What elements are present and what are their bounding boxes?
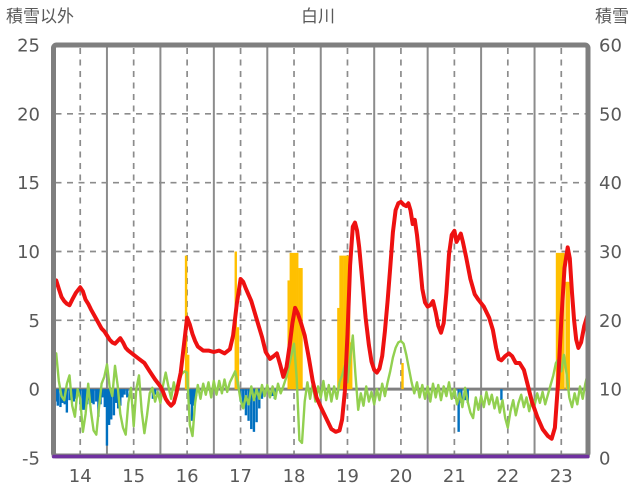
negative-bar [90, 389, 93, 403]
x-tick-label: 20 [389, 466, 412, 487]
y-left-tick-label: 25 [17, 36, 40, 57]
precipitation-bar [287, 280, 290, 390]
negative-bar [114, 389, 118, 403]
negative-bar [260, 389, 264, 399]
negative-bar [92, 389, 95, 405]
x-axis-labels: 14 15 16 17 18 19 20 21 22 23 [69, 466, 573, 487]
left-axis-title: 積雪以外 [6, 7, 74, 27]
green-line [52, 334, 590, 445]
precipitation-bar [337, 307, 340, 390]
x-tick-label: 17 [229, 466, 252, 487]
negative-bar [457, 389, 460, 432]
precipitation-bar [186, 354, 190, 390]
x-tick-label: 14 [69, 466, 92, 487]
y-right-tick-label: 0 [599, 449, 610, 470]
precipitation-bar [567, 281, 570, 390]
precipitation-bar [555, 252, 559, 390]
negative-bar [119, 389, 122, 406]
negative-bar [95, 389, 98, 402]
negative-bar [121, 389, 124, 398]
negative-bar [255, 389, 258, 423]
x-tick-label: 15 [122, 466, 145, 487]
precipitation-bar [298, 268, 301, 390]
red-line-group [51, 199, 590, 441]
precipitation-bar [401, 363, 404, 390]
negative-bar [105, 389, 109, 446]
x-tick-label: 16 [176, 466, 199, 487]
precipitation-bar [557, 252, 561, 390]
negative-bar [56, 389, 59, 406]
y-left-tick-label: 5 [29, 311, 40, 332]
negative-bar [112, 389, 116, 416]
precipitation-bar [565, 281, 568, 390]
y-right-tick-label: 50 [599, 104, 622, 125]
red-line [51, 199, 590, 441]
y-left-tick-label: -5 [22, 449, 40, 470]
y-right-tick-label: 10 [599, 380, 622, 401]
negative-bar [500, 389, 503, 401]
precipitation-bar [296, 252, 299, 390]
x-tick-label: 19 [336, 466, 359, 487]
right-axis-title: 積雪 [595, 7, 629, 27]
negative-bar [250, 389, 253, 430]
precipitation-bar [562, 252, 565, 390]
negative-bar [110, 389, 113, 420]
negative-bar [242, 389, 245, 408]
negative-bar [101, 389, 104, 398]
negative-bar [192, 389, 196, 406]
negative-bar [190, 389, 194, 421]
negative-bar [103, 389, 107, 408]
green-line-group [52, 334, 590, 445]
negative-bar [123, 389, 126, 395]
negative-bar [188, 389, 192, 405]
negative-bar [65, 389, 69, 413]
negative-bar [153, 389, 157, 395]
y-right-tick-label: 60 [599, 36, 622, 57]
x-tick-label: 23 [550, 466, 573, 487]
y-left-tick-label: 0 [29, 380, 40, 401]
negative-bar [59, 389, 62, 408]
negative-bar [72, 389, 76, 402]
precipitation-bar [339, 255, 342, 390]
negative-bar [107, 389, 111, 425]
negative-bar [244, 389, 248, 416]
negative-bar [83, 389, 87, 410]
y-axis-right-labels: 60 50 40 30 20 10 0 [599, 36, 622, 470]
precipitation-bar [236, 327, 240, 390]
negative-bar [126, 389, 129, 398]
negative-bar [81, 389, 85, 410]
y-left-tick-label: 10 [17, 242, 40, 263]
negative-bar [68, 389, 71, 401]
y-axis-left-labels: 25 20 15 10 5 0 -5 [17, 36, 40, 470]
precipitation-bar [343, 255, 347, 390]
chart-title: 白川 [301, 7, 335, 27]
y-right-tick-label: 40 [599, 173, 622, 194]
precipitation-bar [293, 252, 297, 390]
precipitation-bar [350, 342, 353, 390]
x-tick-label: 18 [283, 466, 306, 487]
y-left-tick-label: 20 [17, 104, 40, 125]
x-tick-label: 21 [443, 466, 466, 487]
negative-bar [271, 389, 274, 397]
precipitation-bar [341, 255, 344, 390]
y-left-tick-label: 15 [17, 173, 40, 194]
y-right-tick-label: 30 [599, 242, 622, 263]
x-tick-label: 22 [496, 466, 519, 487]
y-right-tick-label: 20 [599, 311, 622, 332]
negative-bar [252, 389, 256, 432]
